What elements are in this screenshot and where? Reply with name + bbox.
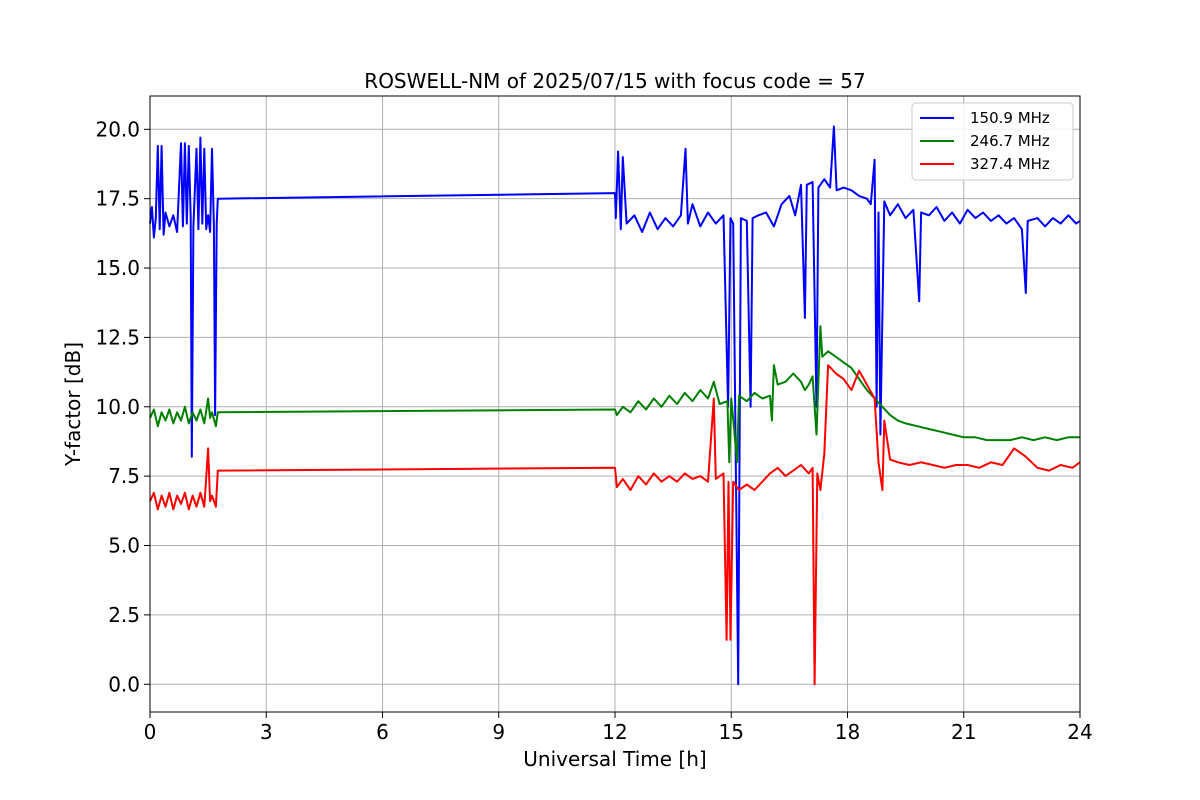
series-line-2	[149, 325, 1080, 464]
legend-label: 150.9 MHz	[970, 109, 1050, 127]
chart-title: ROSWELL-NM of 2025/07/15 with focus code…	[364, 69, 865, 93]
y-axis-label: Y-factor [dB]	[61, 342, 85, 467]
y-tick-label: 5.0	[108, 534, 140, 558]
y-tick-label: 12.5	[95, 325, 140, 349]
x-tick-label: 12	[602, 720, 627, 744]
series-line-1	[149, 125, 1081, 686]
series-layer	[149, 125, 1081, 686]
x-tick-label: 0	[144, 720, 157, 744]
x-tick-label: 6	[376, 720, 389, 744]
x-axis-ticks: 0 3 6 9 12 15 18 21 24	[144, 712, 1093, 744]
y-tick-label: 17.5	[95, 187, 140, 211]
x-tick-label: 24	[1067, 720, 1092, 744]
x-tick-label: 3	[260, 720, 273, 744]
y-tick-label: 20.0	[95, 117, 140, 141]
y-tick-label: 0.0	[108, 672, 140, 696]
legend-label: 327.4 MHz	[970, 155, 1050, 173]
x-tick-label: 21	[951, 720, 976, 744]
y-tick-label: 15.0	[95, 256, 140, 280]
x-tick-label: 18	[835, 720, 860, 744]
legend: 150.9 MHz 246.7 MHz 327.4 MHz	[911, 102, 1074, 181]
legend-label: 246.7 MHz	[970, 132, 1050, 150]
x-tick-label: 15	[719, 720, 744, 744]
legend-box	[911, 102, 1074, 181]
y-tick-label: 2.5	[108, 603, 140, 627]
y-axis-ticks: 0.0 2.5 5.0 7.5 10.0 12.5 15.0 17.5 20.0	[95, 117, 150, 696]
series-line-3	[149, 364, 1081, 686]
y-tick-label: 10.0	[95, 395, 140, 419]
x-tick-label: 9	[492, 720, 505, 744]
x-axis-label: Universal Time [h]	[523, 747, 706, 771]
y-tick-label: 7.5	[108, 464, 140, 488]
